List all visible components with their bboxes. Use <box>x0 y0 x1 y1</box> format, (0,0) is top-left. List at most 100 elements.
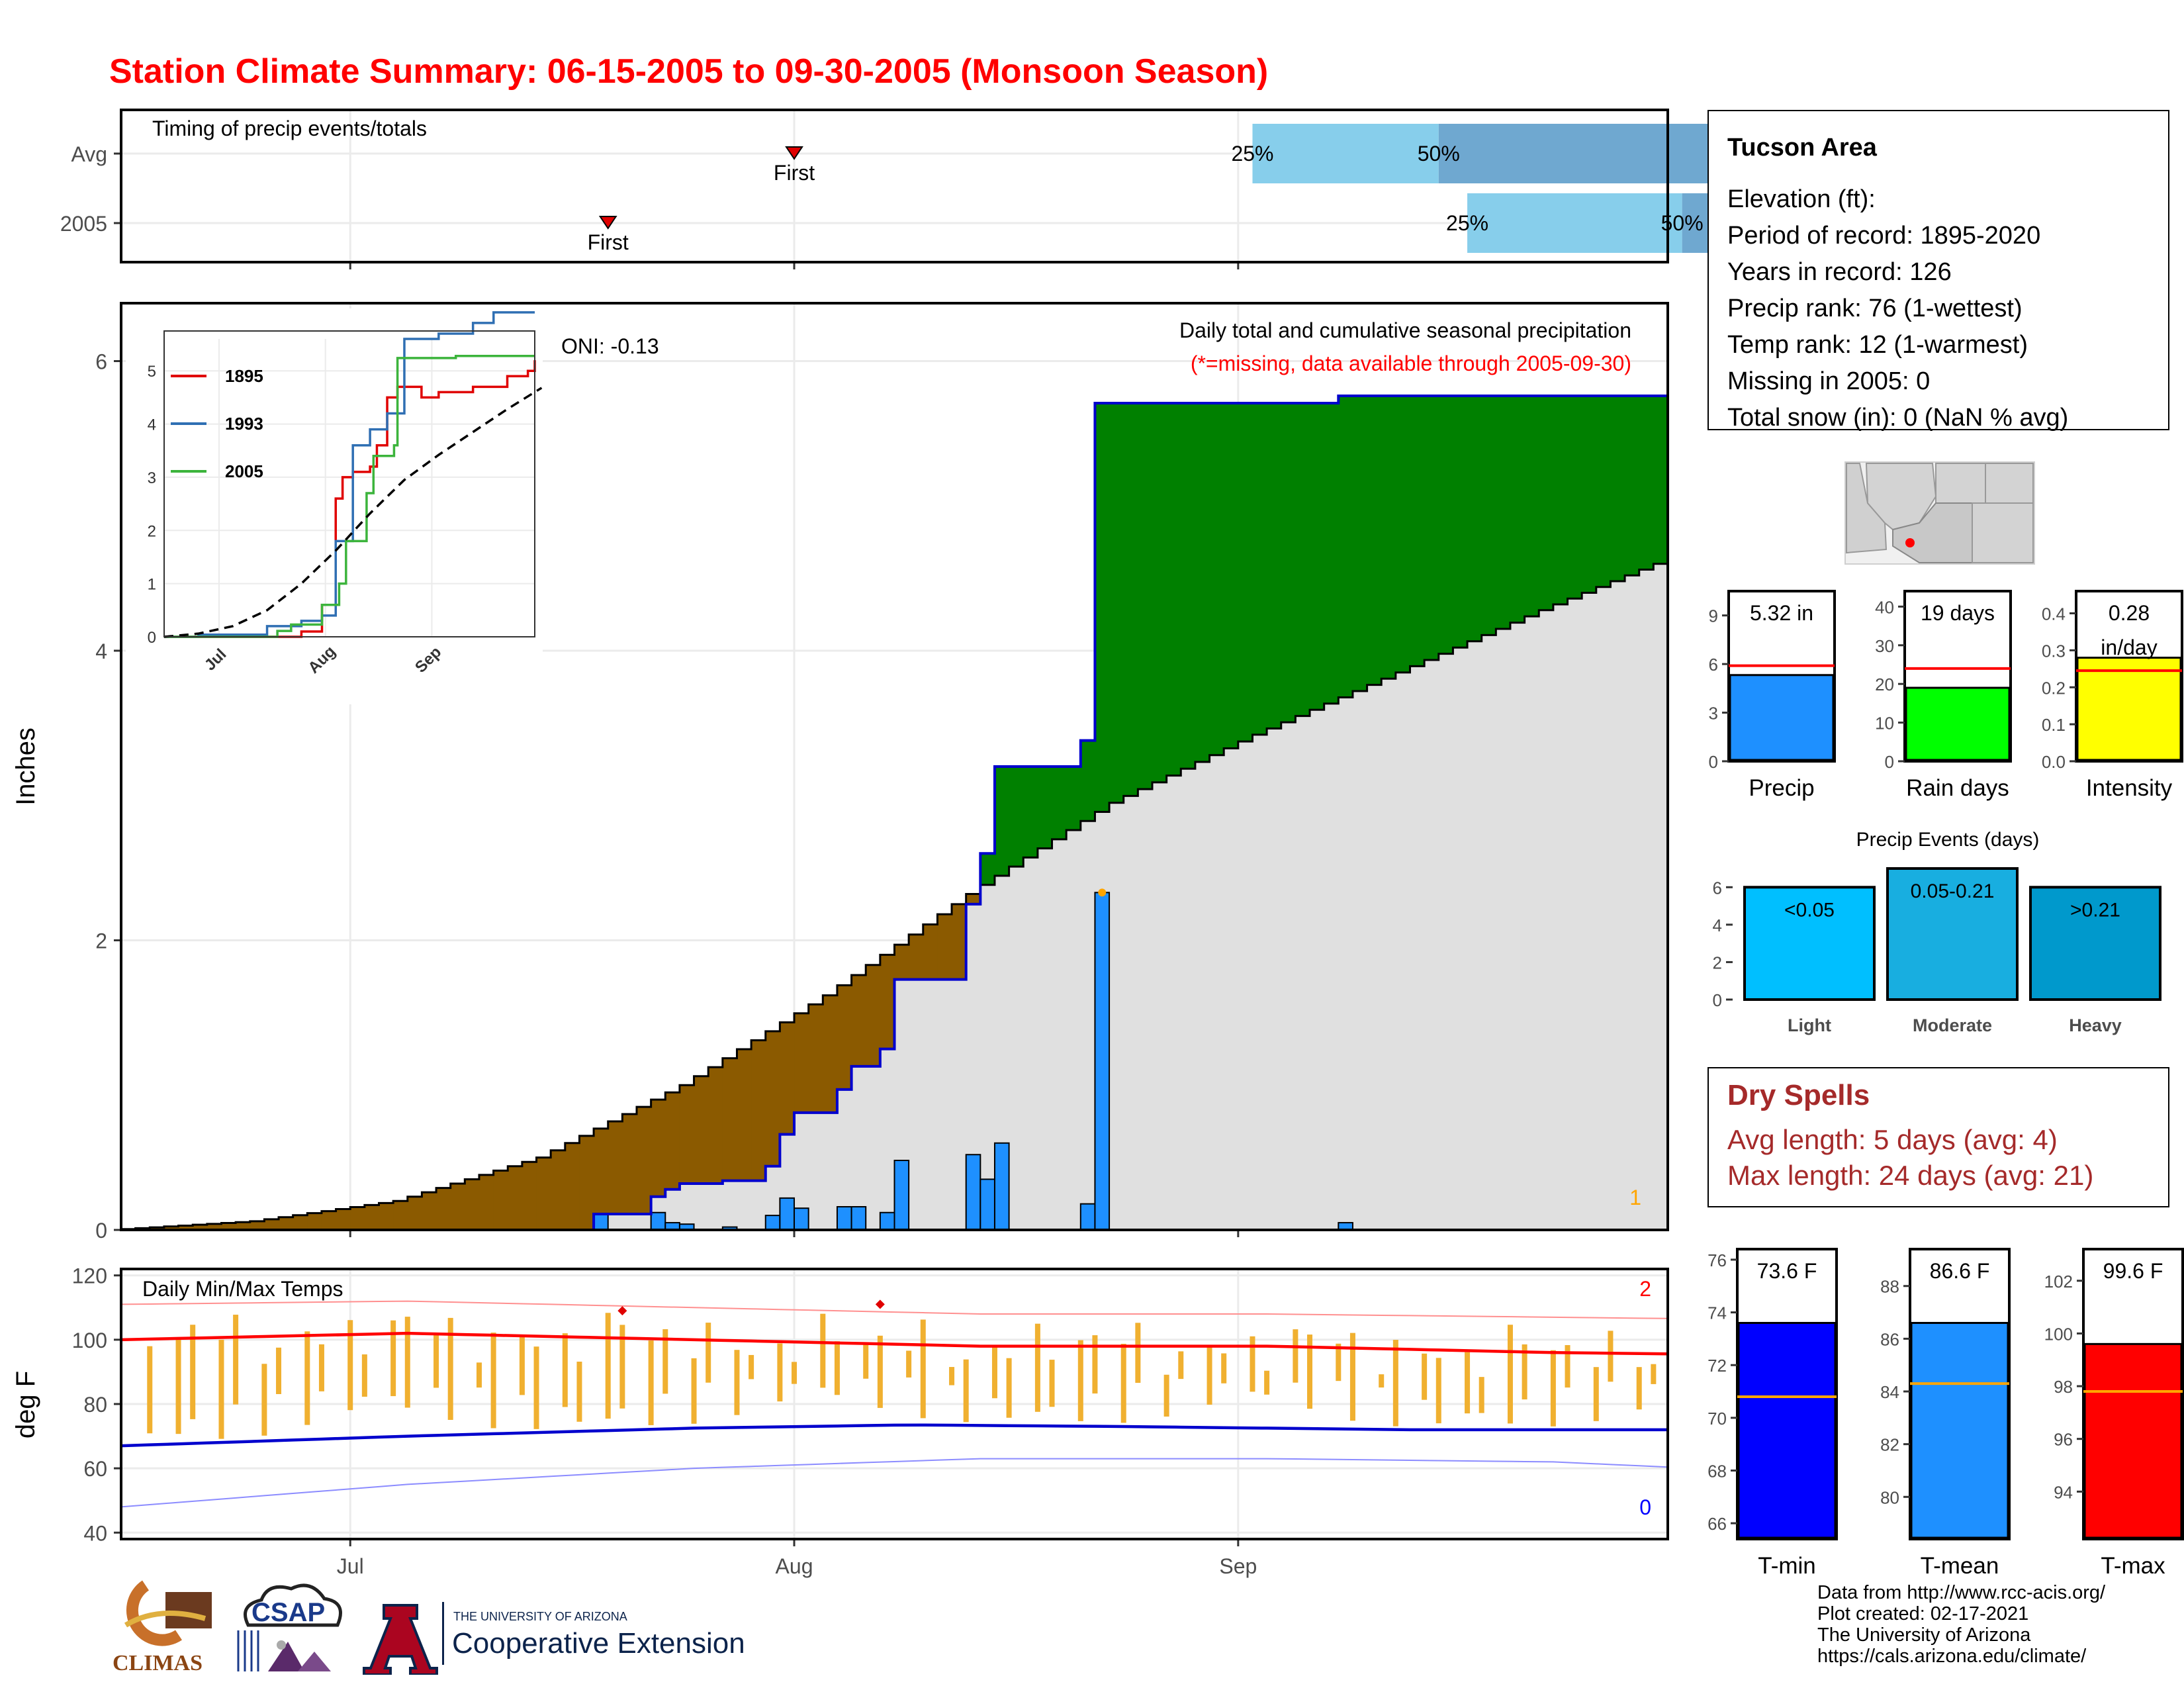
precip-anomaly-fill <box>1481 396 1497 635</box>
precip-anomaly-fill <box>594 1128 609 1214</box>
temp-daily-range-bar <box>1077 1340 1083 1421</box>
precip-anomaly-fill <box>1023 767 1038 858</box>
events-tick-label: 2 <box>1713 953 1722 972</box>
climas-wordmark: CLIMAS <box>113 1651 203 1675</box>
precip-anomaly-fill <box>1267 402 1282 729</box>
precip-daily-bar <box>764 1215 781 1231</box>
precip-anomaly-fill <box>1224 402 1239 749</box>
temp-daily-range-bar <box>318 1344 324 1391</box>
temp-daily-range-bar <box>490 1333 496 1429</box>
station-snow: Total snow (in): 0 (NaN % avg) <box>1727 404 2069 432</box>
temp-daily-range-bar <box>863 1344 869 1379</box>
precip-panel: 0 2 4 6 Inches Daily total and cumulative sea… <box>11 302 1669 1243</box>
credit-url: https://cals.arizona.edu/climate/ <box>1817 1646 2087 1667</box>
season-stat-value-label: 19 days <box>1921 601 1995 625</box>
precip-anomaly-fill <box>751 1040 766 1181</box>
temp-stat-tick-label: 94 <box>2054 1482 2073 1502</box>
precip-border <box>120 302 1669 1231</box>
temp-stat-tick-label: 82 <box>1880 1435 1899 1455</box>
ua-logo[interactable] <box>357 1602 443 1675</box>
precip-anomaly-fill <box>694 1076 709 1184</box>
precip-anomaly-fill <box>880 955 895 1049</box>
precip-anomaly-fill <box>909 934 924 980</box>
temp-daily-range-bar <box>920 1319 926 1419</box>
temp-stat-tick-label: 88 <box>1880 1277 1899 1297</box>
station-info-box: Tucson Area Elevation (ft): Period of re… <box>1707 110 2169 432</box>
inset-bg <box>126 308 543 704</box>
temp-daily-range-bar <box>1034 1323 1040 1412</box>
precip-anomaly-fill <box>163 1226 179 1230</box>
precip-y-axis-label: Inches <box>11 727 40 806</box>
temp-daily-range-bar <box>147 1346 153 1434</box>
precip-anomaly-fill <box>1295 402 1310 716</box>
station-precip-rank: Precip rank: 76 (1-wettest) <box>1727 295 2023 322</box>
credit-plot-date: Plot created: 02-17-2021 <box>1817 1603 2029 1624</box>
precip-max-marker <box>1098 888 1107 897</box>
precip-anomaly-fill <box>622 1114 637 1214</box>
timing-bar-lower <box>1252 124 1439 183</box>
temp-stat-tick-label: 72 <box>1707 1356 1727 1376</box>
temp-daily-range-bar <box>605 1313 611 1419</box>
season-stat-value-label: 0.28 <box>2109 601 2150 625</box>
precip-anomaly-fill <box>866 964 881 1066</box>
precip-anomaly-fill <box>1209 402 1224 755</box>
temp-daily-range-bar <box>1565 1344 1570 1388</box>
season-stat-tick-label: 0 <box>1885 752 1894 772</box>
precip-anomaly-fill <box>221 1223 236 1230</box>
precip-daily-bar <box>850 1206 867 1231</box>
temp-tick-label: 100 <box>72 1329 107 1352</box>
season-stat-tick-label: 0.3 <box>2042 641 2066 661</box>
temp-tick-label: 40 <box>83 1521 107 1545</box>
precip-anomaly-fill <box>1152 402 1167 782</box>
temp-daily-range-bar <box>1178 1351 1184 1380</box>
events-category-label: Heavy <box>2069 1015 2122 1035</box>
temp-daily-range-bar <box>347 1320 353 1411</box>
csap-wordmark: CSAP <box>251 1598 325 1627</box>
inset-series-line <box>163 387 543 638</box>
dry-spells-title: Dry Spells <box>1727 1079 1870 1111</box>
temp-daily-range-bar <box>991 1347 997 1399</box>
temp-daily-range-bar <box>261 1364 267 1436</box>
climas-logo[interactable]: CLIMAS <box>106 1579 225 1678</box>
precip-anomaly-fill <box>465 1179 480 1230</box>
temp-daily-range-bar <box>949 1367 955 1385</box>
temp-daily-range-bar <box>1392 1340 1398 1427</box>
csap-logo[interactable]: CSAP <box>232 1579 351 1681</box>
precip-anomaly-fill <box>1252 402 1267 735</box>
precip-anomaly-fill <box>522 1162 537 1230</box>
season-stat-bar <box>2076 657 2182 761</box>
temp-stat-category-label: T-max <box>2101 1553 2165 1579</box>
station-name: Tucson Area <box>1727 134 1877 162</box>
inset-legend-label: 2005 <box>225 461 263 481</box>
precip-anomaly-fill <box>1095 402 1110 812</box>
timing-panel-label: Timing of precip events/totals <box>152 117 427 140</box>
temp-stat-value-label: 86.6 F <box>1930 1259 1990 1283</box>
precip-anomaly-fill <box>1338 396 1353 698</box>
temp-corner-max: 2 <box>1639 1277 1651 1301</box>
inset-legend-label: 1993 <box>225 414 263 434</box>
temp-daily-range-bar <box>906 1350 912 1378</box>
temp-stat-tick-label: 76 <box>1707 1250 1727 1270</box>
temp-daily-range-bar <box>691 1358 697 1424</box>
inset-series-line <box>164 311 535 638</box>
precip-avg-step-line <box>120 563 1668 1231</box>
precip-anomaly-fill <box>1009 767 1024 867</box>
temp-tick-label: 120 <box>72 1264 107 1288</box>
temp-daily-range-bar <box>1092 1335 1098 1394</box>
timing-marker-label: First <box>774 161 815 185</box>
temp-panel-label: Daily Min/Max Temps <box>142 1277 343 1301</box>
precip-tick-label: 4 <box>95 639 107 663</box>
precip-daily-bar <box>893 1160 910 1231</box>
temp-daily-range-bar <box>1550 1350 1556 1427</box>
temp-daily-range-bar <box>792 1362 797 1384</box>
precip-anomaly-fill <box>1410 396 1425 667</box>
precip-anomaly-fill <box>264 1219 279 1230</box>
precip-anomaly-fill <box>321 1211 337 1230</box>
temp-daily-range-bar <box>433 1334 439 1388</box>
precip-anomaly-fill <box>1037 767 1053 849</box>
temp-daily-range-bar <box>1293 1329 1298 1383</box>
temp-record-marker <box>617 1306 627 1316</box>
temp-daily-range-bar <box>1593 1367 1599 1421</box>
